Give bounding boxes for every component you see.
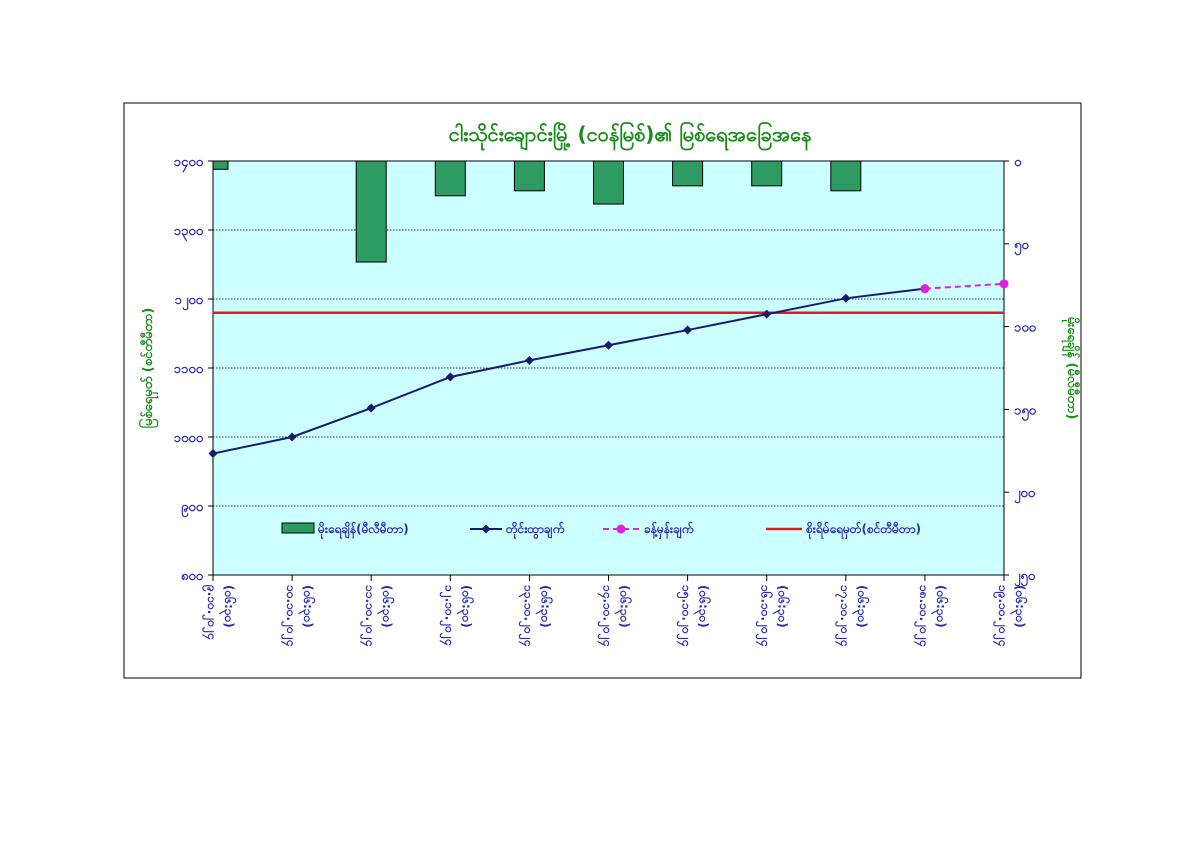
line-layer (208, 279, 1009, 459)
x-tick-label-date: ၉.၁၀.၂၀၂၄ (201, 584, 219, 640)
rain-bar (355, 160, 387, 263)
observed-point (366, 403, 376, 413)
observed-point (683, 325, 693, 335)
y-right-tick-label: ၂၅၀ (1014, 569, 1036, 587)
x-tick-label-date: ၁၉.၁၀.၂၀၂၄ (992, 585, 1010, 646)
x-tick-label-date: ၁၅.၁၀.၂၀၂၄ (676, 585, 694, 646)
observed-point (841, 293, 851, 303)
x-tick-label-time: (၀၆:၃၀) (614, 585, 634, 628)
y-right-tick-label: ၁၀၀ (1014, 321, 1037, 336)
x-tick-label-date: ၁၁.၁၀.၂၀၂၄ (359, 585, 377, 646)
y-right-tick-label: ၁၅၀ (1014, 403, 1037, 421)
x-tick-label-date: ၁၆.၁၀.၂၀၂၄ (755, 585, 775, 646)
y-left-tick-label: ၁၄၀၀ (174, 155, 204, 173)
x-tick-label-time: (၀၆:၃၀) (534, 585, 554, 628)
forecast-point (920, 284, 930, 294)
x-tick-label-date: ၁၀.၁၀.၂၀၂၄ (280, 585, 298, 646)
x-tick-label-date: ၁၈.၁၀.၂၀၂၄ (913, 585, 931, 647)
bar-layer (212, 160, 862, 263)
observed-point (604, 340, 613, 350)
x-tick-label-date: ၁၄.၁၀.၂၀၂၄ (597, 585, 615, 646)
x-tick-label-time: (၀၆:၃၀) (693, 585, 713, 628)
x-tick-label-date: ၁၃.၁၀.၂၀၂၄ (517, 585, 535, 646)
y-left-tick-label: ၉၀၀ (181, 500, 204, 518)
y-right-tick-label: ၅၀ (1014, 238, 1029, 256)
y-left-tick-label: ၁၃၀၀ (174, 224, 204, 242)
y-right-tick-label: ၀ (1014, 155, 1022, 170)
x-tick-label-time: (၀၆:၃၀) (455, 585, 475, 628)
y-left-tick-label: ၁၂၀၀ (175, 293, 204, 311)
x-tick-label-time: (၀၆:၃၀) (297, 585, 317, 628)
x-tick-label-date: ၁၇.၁၀.၂၀၂၄ (834, 585, 852, 646)
legend: မိုးရေချိန်(မီလီမီတာ) တိုင်းထွာချက် ခန့်မှ… (281, 520, 921, 540)
y-left-tick-label: ၈၀၀ (181, 569, 204, 584)
observed-point (762, 309, 772, 319)
rain-bar (513, 160, 545, 192)
y-left-tick-label: ၁၀၀၀ (174, 431, 204, 446)
rain-bar (672, 160, 704, 187)
x-tick-label-time: (၀၆:၃၀) (1009, 585, 1029, 628)
forecast-point (999, 279, 1009, 289)
observed-point (287, 432, 297, 442)
legend-label-forecast: ခန့်မှန်းချက် (644, 520, 694, 540)
rain-bar (593, 160, 624, 205)
rain-bar (830, 160, 862, 192)
observed-point (208, 449, 218, 459)
y-axis-left-title: မြစ်ရေမှတ် (စင်တီမီတာ) (138, 308, 159, 429)
y-left-tick-label: ၁၁၀၀ (174, 362, 204, 377)
legend-label-rain: မိုးရေချိန်(မီလီမီတာ) (317, 520, 409, 540)
legend-label-danger: စိုးရိမ်ရေမှတ်(စင်တီမီတာ) (805, 520, 921, 540)
legend-marker-forecast (616, 524, 626, 534)
observed-point (524, 355, 534, 365)
y-right-tick-label: ၂၀၀ (1014, 486, 1036, 504)
legend-label-observed: တိုင်းထွာချက် (505, 520, 565, 540)
axis-layer: ၈၀၀ ၉၀၀ ၁၀၀၀ ၁၁၀၀ ၁၂၀၀ ၁၃၀၀ ၁၄၀၀ ၀၅၀၁၀၀၁၅၀၂၀၀၂၅… (174, 155, 1037, 647)
y-axis-right-title: မိုးရေချိန် (မီလီမီတာ) (1061, 317, 1081, 420)
rain-bar (212, 160, 229, 170)
legend-swatch-rain (281, 522, 315, 534)
observed-point (445, 372, 455, 382)
rain-bar (434, 160, 466, 197)
x-tick-label-time: (၀၆:၃၀) (376, 585, 396, 628)
x-tick-label-time: (၀၆:၃၀) (218, 585, 238, 628)
x-tick-label-time: (၀၆:၃၀) (851, 585, 871, 628)
legend-marker-observed (481, 524, 491, 534)
rain-bar (751, 160, 783, 187)
x-tick-label-time: (၀၆:၃၀) (930, 585, 950, 628)
observed-line (212, 287, 926, 455)
x-tick-label-time: (၀၆:၃၀) (772, 585, 792, 628)
forecast-line (924, 282, 1005, 290)
x-tick-label-date: ၁၂.၁၀.၂၀၂၄ (438, 585, 456, 646)
